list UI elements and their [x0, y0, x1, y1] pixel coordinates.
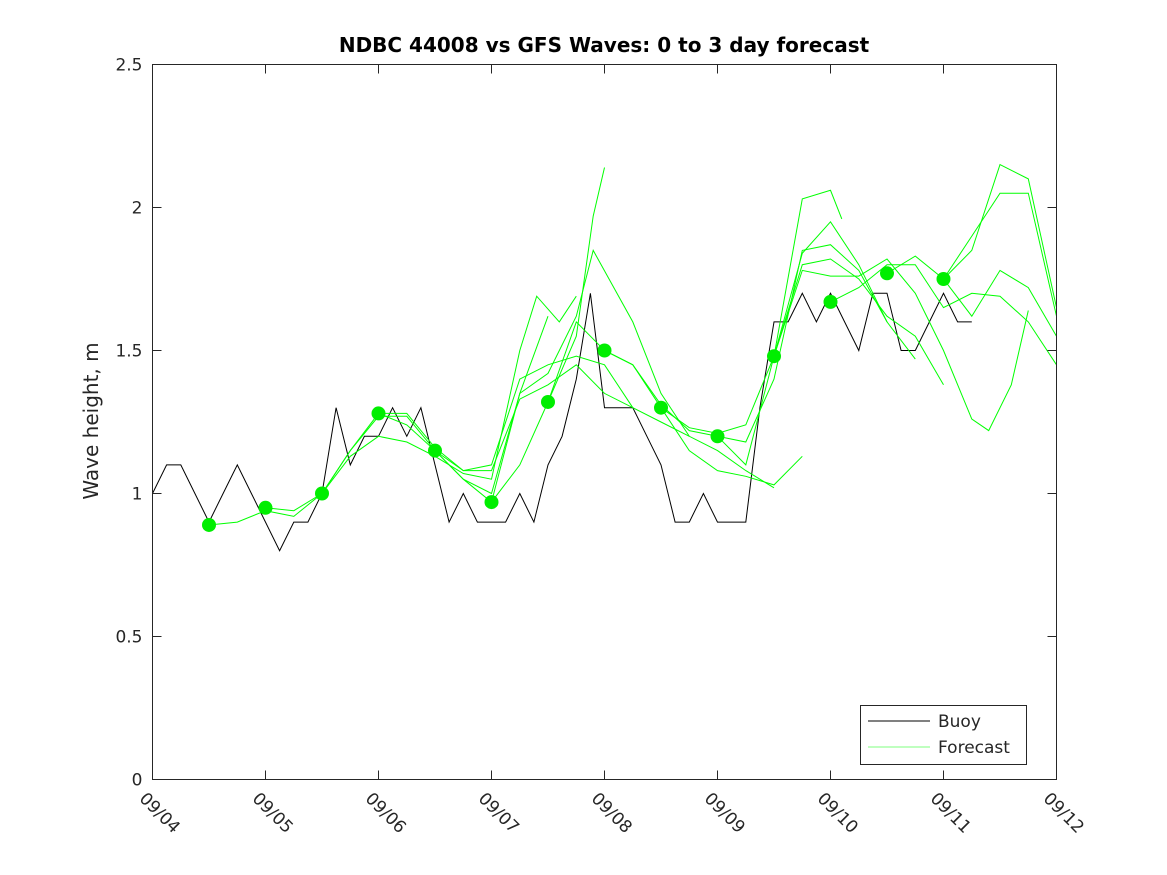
forecast-line-5 — [491, 249, 775, 503]
analysis-point — [936, 272, 951, 286]
forecast-line-0 — [208, 316, 549, 526]
forecast-line-14 — [943, 192, 1057, 317]
chart-title: NDBC 44008 vs GFS Waves: 0 to 3 day fore… — [339, 33, 870, 57]
forecast-line-13 — [886, 255, 1057, 337]
forecast-line-7 — [604, 244, 888, 443]
y-tick-label: 0 — [132, 771, 143, 791]
analysis-point — [654, 400, 668, 415]
forecast-line-1 — [265, 295, 577, 512]
legend-buoy-label: Buoy — [938, 712, 981, 732]
y-axis-label: Wave height, m — [79, 342, 103, 499]
analysis-point — [880, 266, 894, 281]
analysis-point — [597, 343, 612, 358]
plot-frame — [152, 64, 1057, 780]
analysis-point — [202, 517, 216, 532]
analysis-point — [541, 394, 555, 409]
forecast-line-12 — [830, 264, 1057, 366]
x-tick-label: 09/08 — [587, 789, 636, 838]
analysis-point — [823, 294, 838, 309]
analysis-point — [371, 406, 386, 421]
x-tick-label: 09/06 — [361, 789, 410, 838]
forecast-line-11 — [773, 258, 1029, 432]
x-tick-label: 09/12 — [1039, 789, 1088, 838]
x-tick-label: 09/10 — [813, 789, 862, 838]
y-tick-label: 1 — [132, 485, 143, 505]
analysis-point — [484, 495, 499, 510]
analysis-point — [428, 443, 442, 458]
forecast-line-2 — [321, 364, 634, 494]
x-tick-label: 09/09 — [700, 789, 749, 838]
x-tick-label: 09/11 — [926, 789, 975, 838]
forecast-line-8 — [660, 220, 916, 434]
legend-box — [860, 705, 1027, 765]
legend: Buoy Forecast — [860, 705, 1027, 765]
forecast-line-10 — [773, 189, 843, 357]
y-tick-label: 2.5 — [115, 56, 142, 76]
analysis-point — [767, 349, 781, 364]
buoy-line — [152, 292, 972, 552]
y-tick-label: 0.5 — [115, 628, 142, 648]
legend-forecast-label: Forecast — [938, 738, 1010, 758]
plot-content — [152, 163, 1057, 552]
y-tick-label: 1.5 — [115, 342, 142, 362]
analysis-point — [710, 429, 725, 444]
y-tick-label: 2 — [132, 199, 143, 219]
forecast-line-15 — [943, 163, 1057, 308]
forecast-line-9 — [717, 258, 944, 466]
forecast-line-3 — [378, 355, 690, 472]
analysis-point — [315, 486, 329, 501]
x-tick-label: 09/07 — [474, 789, 523, 838]
x-tick-label: 09/05 — [248, 789, 297, 838]
forecast-line-4 — [434, 167, 605, 503]
x-tick-label: 09/04 — [135, 789, 184, 838]
analysis-point — [258, 500, 273, 515]
forecast-line-6 — [547, 320, 803, 486]
